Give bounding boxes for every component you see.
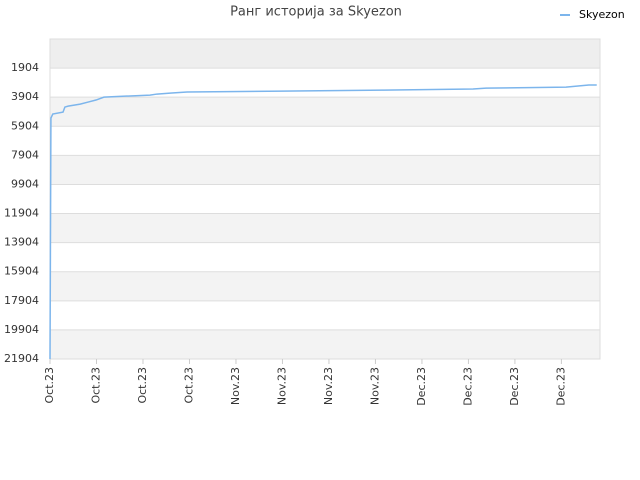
plot-band [50, 271, 600, 301]
plot-band [50, 97, 600, 127]
x-tick-label: Oct.23 [136, 367, 149, 404]
plot-band [50, 213, 600, 243]
y-tick-label: 9904 [11, 177, 39, 190]
x-tick-label: Nov.23 [275, 367, 288, 405]
y-tick-label: 3904 [11, 90, 39, 103]
y-tick-label: 1904 [11, 61, 39, 74]
y-tick-label: 21904 [4, 352, 39, 365]
plot-band [50, 155, 600, 185]
x-tick-label: Oct.23 [89, 367, 102, 404]
chart-title: Ранг историја за Skyezon [230, 5, 402, 20]
line [49, 84, 597, 360]
x-tick-label: Nov.23 [322, 367, 335, 405]
x-tick-label: Oct.23 [43, 367, 56, 404]
x-tick-label: Oct.23 [182, 367, 195, 404]
x-tick-label: Nov.23 [368, 367, 381, 405]
plot-band [50, 329, 600, 359]
plot-band [50, 39, 600, 69]
y-tick-label: 11904 [4, 207, 39, 220]
x-tick-label: Dec.23 [554, 367, 567, 406]
y-tick-label: 19904 [4, 323, 39, 336]
y-tick-label: 7904 [11, 148, 39, 161]
x-tick-label: Dec.23 [461, 367, 474, 406]
x-tick-label: Nov.23 [229, 367, 242, 405]
y-tick-label: 13904 [4, 236, 39, 249]
x-tick-label: Dec.23 [508, 367, 521, 406]
legend-label: Skyezon [579, 8, 625, 21]
y-tick-label: 5904 [11, 119, 39, 132]
y-tick-label: 17904 [4, 294, 39, 307]
y-tick-label: 15904 [4, 265, 39, 278]
x-tick-label: Dec.23 [415, 367, 428, 406]
